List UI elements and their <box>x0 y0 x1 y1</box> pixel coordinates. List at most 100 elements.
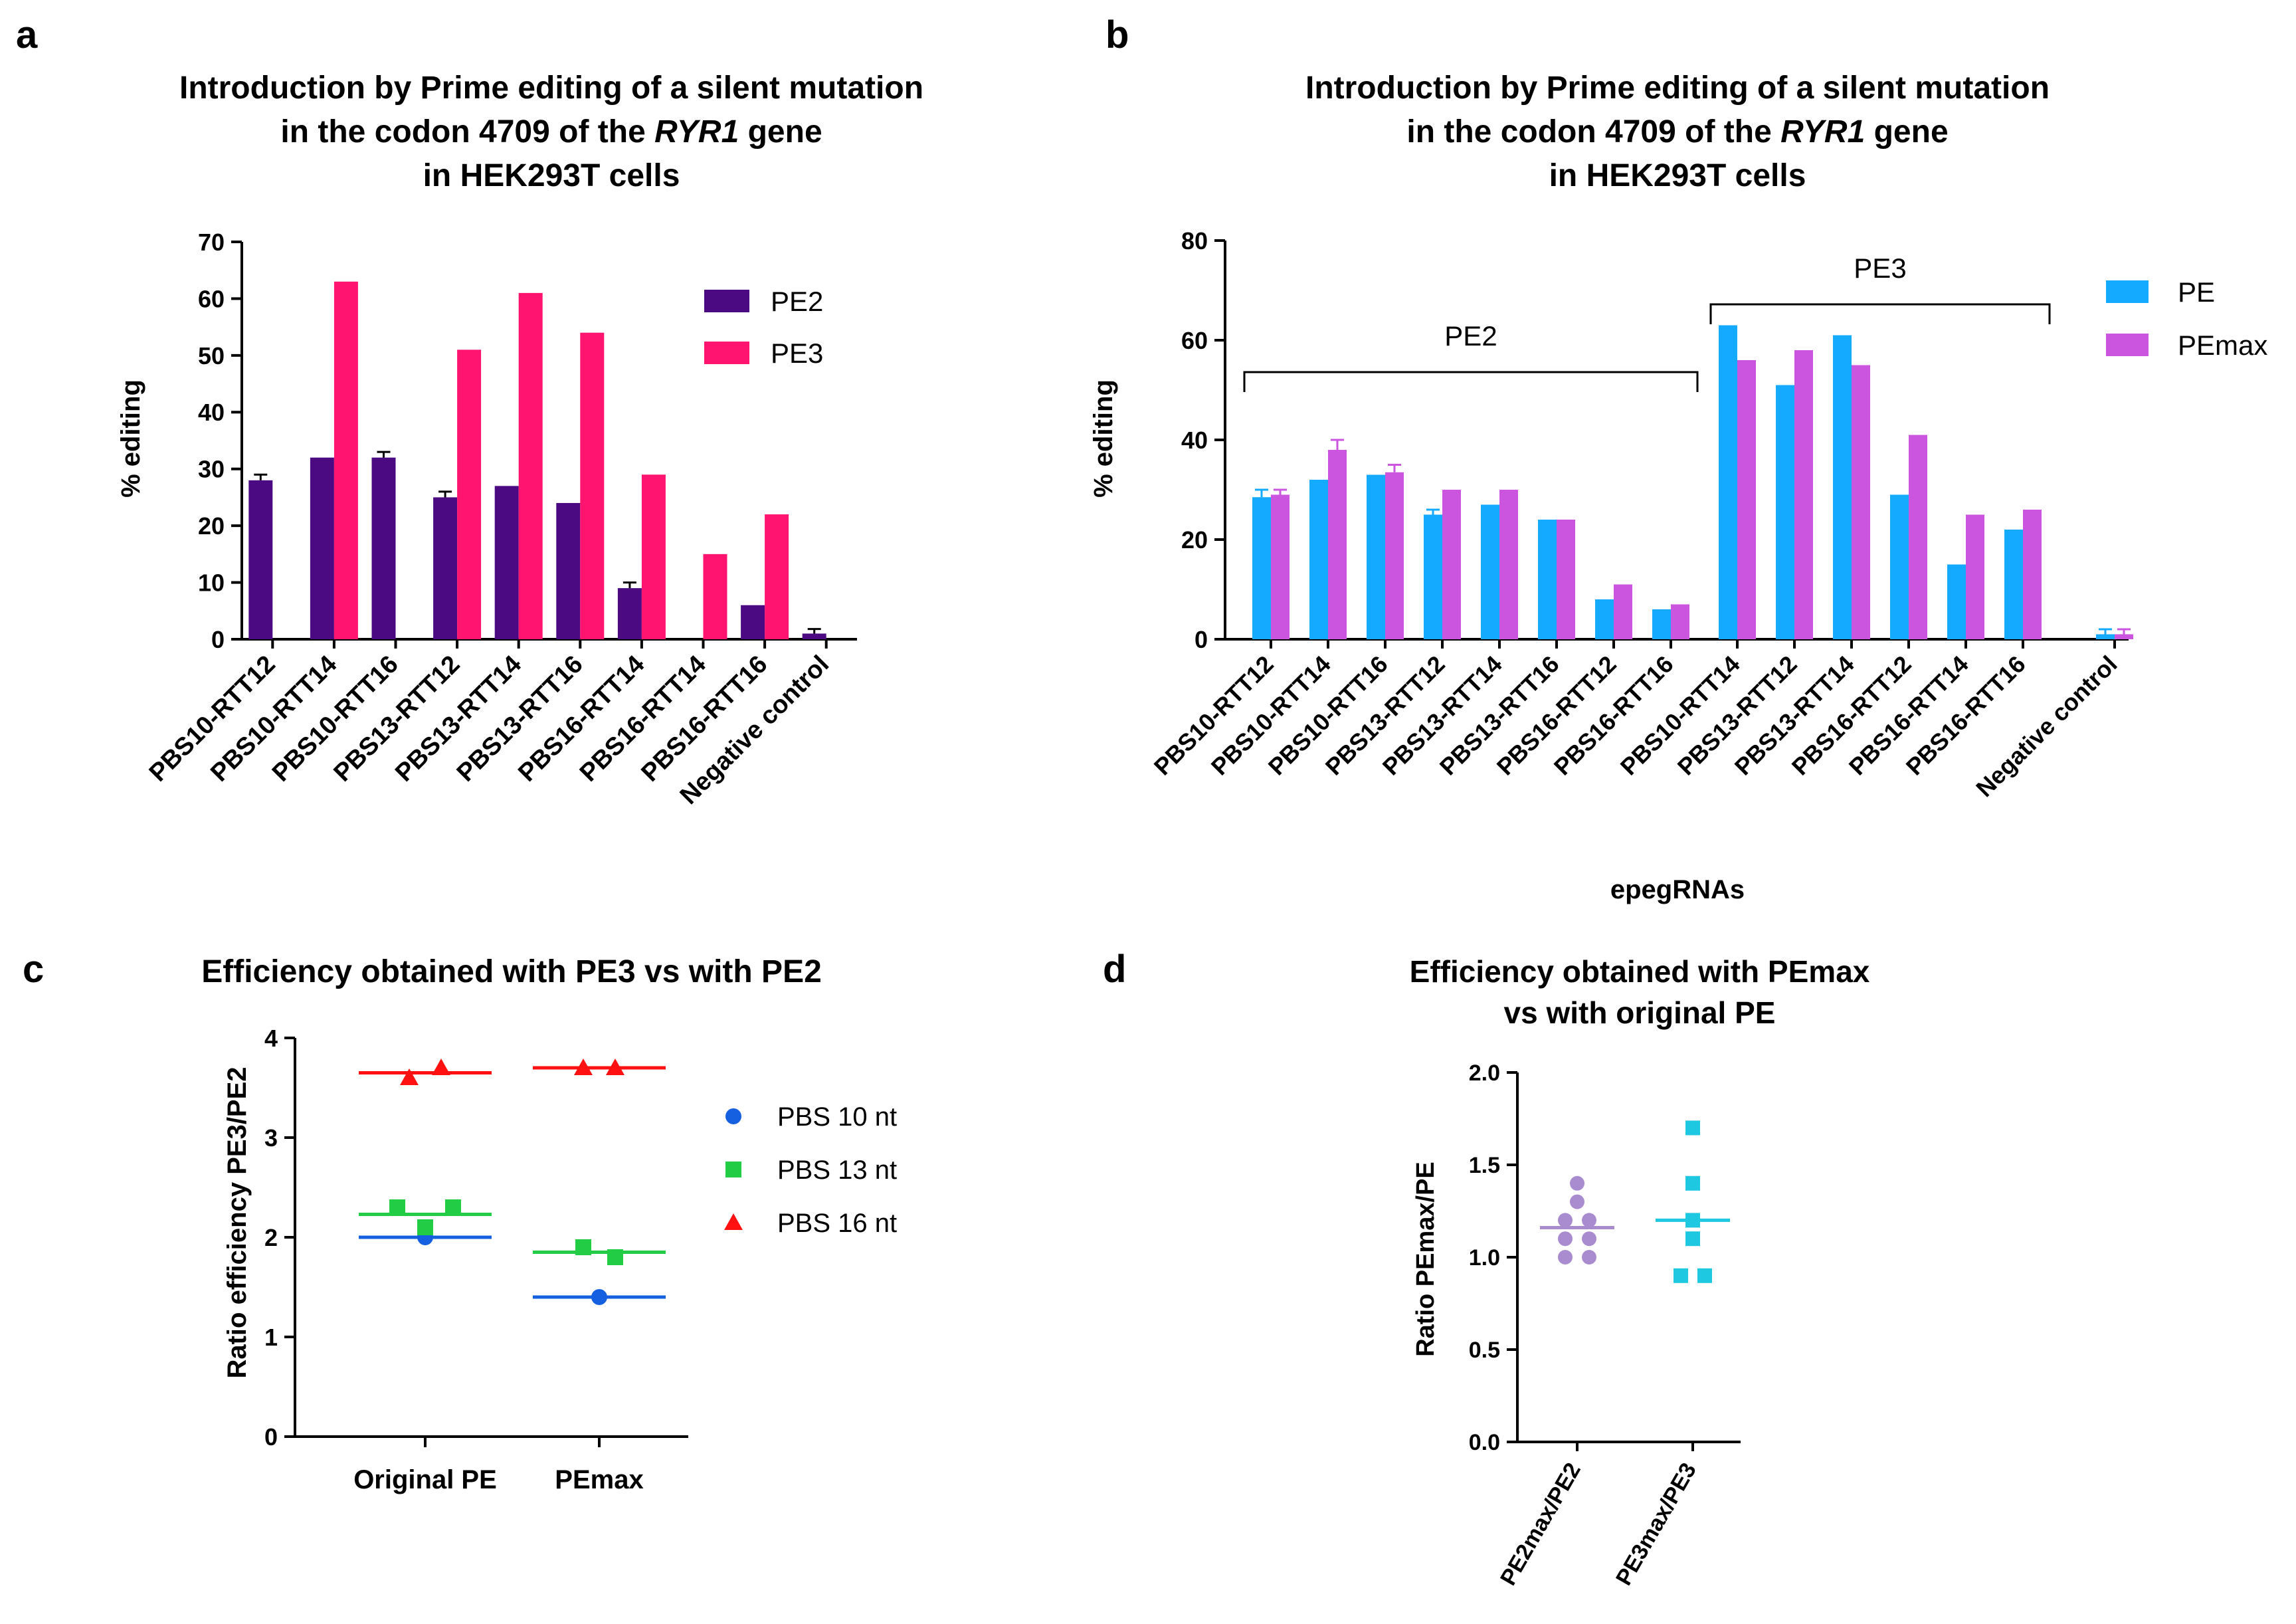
panel-a-y-tick-label: 0 <box>211 626 225 653</box>
panel-b-bar-pemax <box>1328 450 1347 639</box>
panel-a-y-tick-label: 60 <box>198 285 225 312</box>
panel-a-bar-pe3 <box>457 350 482 639</box>
panel-b-bar-pemax <box>1385 472 1404 639</box>
panel-b-group-label: PE2 <box>1444 320 1497 352</box>
panel-b-bar-pemax <box>1671 604 1689 639</box>
panel-d-y-tick-label: 1.0 <box>1469 1245 1500 1270</box>
panel-letter-d: d <box>1103 948 1126 991</box>
panel-c-y-tick-label: 3 <box>264 1124 278 1152</box>
panel-d-point <box>1558 1250 1573 1265</box>
panel-b-bar-pe <box>1595 599 1614 639</box>
panel-c-x-tick-label: Original PE <box>353 1465 497 1494</box>
panel-d-point <box>1558 1231 1573 1247</box>
panel-b-y-tick-label: 0 <box>1195 626 1208 653</box>
panel-c-point <box>389 1199 405 1215</box>
panel-a-bar-pe2 <box>433 497 458 639</box>
panel-d-point <box>1685 1213 1700 1228</box>
panel-a-legend-swatch-pe3 <box>704 342 749 364</box>
panel-d-y-tick-label: 2.0 <box>1469 1061 1500 1086</box>
panel-d-y-tick-label: 1.5 <box>1469 1153 1500 1178</box>
panel-a-bar-pe2 <box>617 588 642 639</box>
panel-a-bar-pe3 <box>703 554 727 639</box>
panel-b-bar-pe <box>2096 634 2115 639</box>
panel-a-title-line3: in HEK293T cells <box>423 158 680 193</box>
panel-b-legend-label-pemax: PEmax <box>2178 330 2267 361</box>
panel-b-bar-pemax <box>1909 435 1927 639</box>
panel-b-bar-pe <box>1367 474 1385 639</box>
panel-a-bar-pe3 <box>641 474 666 639</box>
panel-c-legend-marker <box>724 1213 743 1230</box>
panel-d-y-tick-label: 0.0 <box>1469 1430 1500 1455</box>
panel-a-bar-pe2 <box>494 486 519 639</box>
panel-c-point <box>607 1249 623 1265</box>
panel-b-bar-pemax <box>1737 360 1756 639</box>
panel-a-bar-pe2 <box>310 457 334 639</box>
panel-a-y-tick-label: 40 <box>198 399 225 426</box>
panel-a-y-tick-label: 70 <box>198 229 225 256</box>
panel-b-chart: Introduction by Prime editing of a silen… <box>1089 70 2267 904</box>
panel-letter-c: c <box>23 948 44 991</box>
panel-b-bar-pe <box>1481 504 1499 639</box>
panel-b-title-line3: in HEK293T cells <box>1549 158 1806 193</box>
panel-a-title-line2: in the codon 4709 of the RYR1 gene <box>280 114 822 150</box>
panel-b-bar-pe <box>1719 325 1737 639</box>
panel-b-bar-pemax <box>1271 494 1290 639</box>
panel-b-group-bracket <box>1709 303 2051 324</box>
panel-c-y-tick-label: 0 <box>264 1423 278 1451</box>
panel-d-y-tick-label: 0.5 <box>1469 1338 1500 1363</box>
panel-b-legend-swatch-pemax <box>2106 334 2149 356</box>
panel-a-bar-pe2 <box>556 502 581 639</box>
panel-b-bar-pe <box>1309 480 1328 639</box>
panel-b-bar-pemax <box>1614 584 1632 639</box>
panel-b-y-tick-label: 20 <box>1181 526 1208 554</box>
panel-b-bar-pe <box>1252 497 1271 639</box>
panel-c-point <box>400 1068 419 1085</box>
panel-b-bar-pemax <box>1557 520 1575 639</box>
panel-c-point <box>574 1059 593 1075</box>
panel-b-bar-pemax <box>1966 514 1984 639</box>
panel-c-legend-label: PBS 16 nt <box>777 1209 897 1238</box>
panel-b-bar-pe <box>2004 530 2023 639</box>
panel-a-bar-pe2 <box>802 633 826 639</box>
panel-c-y-tick-label: 2 <box>264 1224 278 1251</box>
panel-c-point <box>432 1059 450 1075</box>
panel-a-y-tick-label: 30 <box>198 456 225 483</box>
panel-c-legend-label: PBS 13 nt <box>777 1156 897 1185</box>
panel-b-legend-label-pe: PE <box>2178 276 2215 308</box>
panel-d-point <box>1674 1268 1688 1283</box>
panel-a-bar-pe3 <box>765 514 789 639</box>
panel-d-title-line2: vs with original PE <box>1504 995 1776 1030</box>
panel-d-y-axis-label: Ratio PEmax/PE <box>1412 1162 1440 1357</box>
panel-c-y-axis-label: Ratio efficiency PE3/PE2 <box>223 1066 252 1378</box>
panel-c-point <box>417 1219 433 1235</box>
panel-d-point <box>1685 1175 1700 1191</box>
panel-b-bar-pe <box>1538 520 1557 639</box>
panel-letter-b: b <box>1105 13 1129 56</box>
panel-b-bar-pemax <box>1442 490 1461 639</box>
panel-b-bar-pemax <box>1794 350 1813 639</box>
panel-c-x-tick-label: PEmax <box>555 1465 643 1494</box>
panel-d-chart: Efficiency obtained with PEmax vs with o… <box>1410 954 1870 1589</box>
panel-d-point <box>1697 1268 1712 1283</box>
panel-c-y-tick-label: 1 <box>264 1324 278 1351</box>
panel-b-group-bracket <box>1243 371 1699 392</box>
panel-b-y-tick-label: 80 <box>1181 227 1208 254</box>
panel-a-y-tick-label: 50 <box>198 342 225 369</box>
panel-a-chart: Introduction by Prime editing of a silen… <box>116 70 923 810</box>
panel-c-point <box>445 1199 461 1215</box>
panel-c-title: Efficiency obtained with PE3 vs with PE2 <box>201 954 822 989</box>
panel-b-x-axis-label: epegRNAs <box>1610 875 1745 904</box>
panel-c-y-tick-label: 4 <box>264 1025 278 1052</box>
panel-b-title-line1: Introduction by Prime editing of a silen… <box>1305 70 2050 106</box>
panel-a-legend-swatch-pe2 <box>704 290 749 312</box>
panel-c-point <box>591 1289 607 1305</box>
panel-b-bar-pemax <box>1852 365 1870 639</box>
panel-d-point <box>1570 1194 1584 1209</box>
panel-b-y-tick-label: 60 <box>1181 327 1208 354</box>
panel-a-title-line1: Introduction by Prime editing of a silen… <box>179 70 923 106</box>
panel-a-bar-pe2 <box>371 457 396 639</box>
panel-d-point <box>1582 1231 1596 1247</box>
panel-b-y-axis-label: % editing <box>1089 379 1118 498</box>
panel-b-bar-pe <box>1890 494 1909 639</box>
